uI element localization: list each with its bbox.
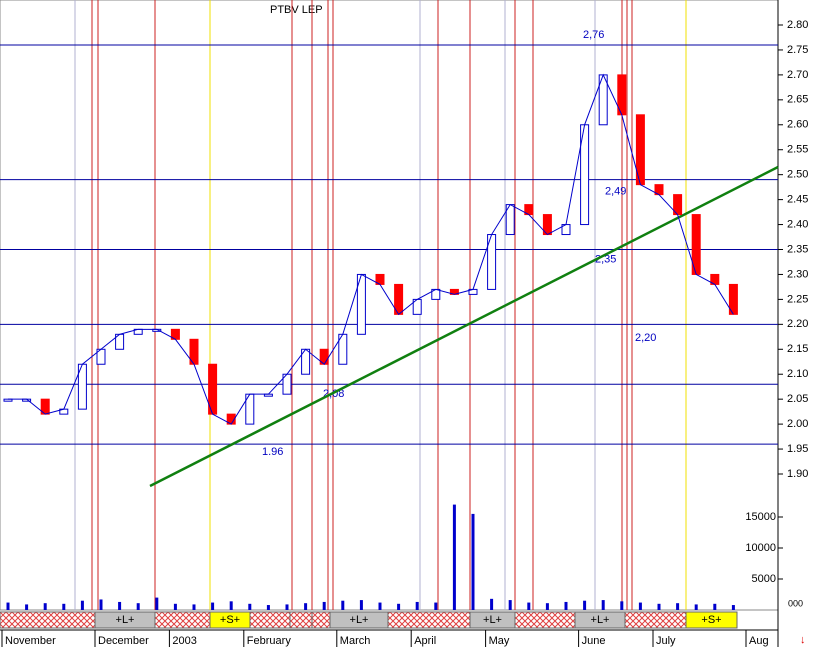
x-tick-label: November [5, 635, 56, 647]
y-tick-label: 1.95 [787, 443, 808, 455]
signal-box [387, 611, 471, 629]
volume-bar [657, 603, 661, 610]
volume-bar [62, 603, 66, 610]
y2-tick-label: 5000 [752, 573, 776, 585]
signal-box [0, 611, 96, 629]
x-tick-label: February [247, 635, 292, 647]
y-tick-label: 2.00 [787, 418, 808, 430]
y-tick-label: 1.90 [787, 468, 808, 480]
y-tick-label: 2.55 [787, 144, 808, 156]
y2-tick-label: 15000 [745, 511, 776, 523]
signal-label: +S+ [701, 614, 721, 626]
signal-box [514, 611, 576, 629]
volume-bar [192, 604, 196, 610]
volume-bar [80, 600, 84, 610]
x-tick-label: June [582, 635, 606, 647]
volume-bar [508, 600, 512, 610]
y-tick-label: 2.30 [787, 268, 808, 280]
volume-bar [378, 602, 382, 610]
signal-label: +L+ [350, 614, 369, 626]
volume-bar [490, 598, 494, 610]
volume-bar [471, 513, 475, 610]
y-tick-label: 2.65 [787, 94, 808, 106]
volume-bar [694, 604, 698, 610]
y-tick-label: 2.45 [787, 194, 808, 206]
x-tick-label: May [489, 635, 510, 647]
y-tick-label: 2.25 [787, 293, 808, 305]
signal-box [154, 611, 211, 629]
volume-bar [545, 603, 549, 610]
y-tick-label: 2.60 [787, 119, 808, 131]
volume-bar [676, 603, 680, 610]
x-tick-label: July [656, 635, 676, 647]
y-tick-label: 2.20 [787, 318, 808, 330]
signal-box [311, 611, 331, 629]
volume-bar [266, 605, 270, 610]
x-tick-label: March [340, 635, 371, 647]
y-tick-label: 2.75 [787, 44, 808, 56]
volume-bar [99, 599, 103, 610]
x-tick-label: April [414, 635, 436, 647]
volume-bar [211, 602, 215, 610]
y-tick-label: 2.80 [787, 19, 808, 31]
volume-bar [285, 604, 289, 610]
volume-bar [638, 602, 642, 610]
y2-tick-label: 10000 [745, 542, 776, 554]
volume-bar [341, 600, 345, 610]
volume-bar [6, 602, 10, 610]
y-tick-label: 2.10 [787, 368, 808, 380]
volume-bar [527, 602, 531, 610]
volume-bar [136, 603, 140, 610]
volume-bar [322, 601, 326, 610]
signal-box [624, 611, 687, 629]
volume-bar [620, 601, 624, 610]
y-tick-label: 2.40 [787, 218, 808, 230]
volume-bar [564, 601, 568, 610]
level-label: 2,49 [605, 186, 626, 198]
volume-bar [118, 601, 122, 610]
volume-bar [713, 603, 717, 610]
y-tick-label: 2.35 [787, 243, 808, 255]
volume-bar [43, 603, 47, 610]
volume-bar [583, 600, 587, 610]
volume-bar [359, 600, 363, 610]
y-tick-label: 2.05 [787, 393, 808, 405]
volume-bar [434, 602, 438, 610]
arrow-icon: ↓ [800, 634, 806, 646]
y-tick-label: 2.50 [787, 169, 808, 181]
volume-bar [452, 504, 456, 610]
volume-bar [397, 603, 401, 610]
y-tick-label: 2.70 [787, 69, 808, 81]
volume-bar [415, 601, 419, 610]
volume-bar [173, 603, 177, 610]
plot-frame [0, 0, 779, 611]
level-label: 1.96 [262, 446, 283, 458]
chart-title: PTBV LEP [270, 4, 323, 16]
trend-line [149, 165, 779, 488]
volume-bar [248, 603, 252, 610]
signal-label: +L+ [591, 614, 610, 626]
price-line [8, 73, 734, 425]
signal-box [685, 611, 738, 629]
volume-bar [731, 605, 735, 610]
x-tick-label: 2003 [172, 635, 196, 647]
volume-unit: 000 [788, 598, 803, 608]
signal-label: +L+ [483, 614, 502, 626]
y-tick-label: 2.15 [787, 343, 808, 355]
level-label: 2,20 [635, 332, 656, 344]
signal-box [289, 611, 313, 629]
volume-bar [155, 597, 159, 610]
volume-bar [304, 603, 308, 610]
volume-bar [229, 601, 233, 610]
signal-label: +S+ [220, 614, 240, 626]
x-tick-label: Aug [749, 635, 769, 647]
volume-bar [601, 600, 605, 610]
signal-box [249, 611, 291, 629]
volume-bar [25, 604, 29, 610]
x-tick-label: December [98, 635, 149, 647]
signal-label: +L+ [116, 614, 135, 626]
level-label: 2,76 [583, 29, 604, 41]
